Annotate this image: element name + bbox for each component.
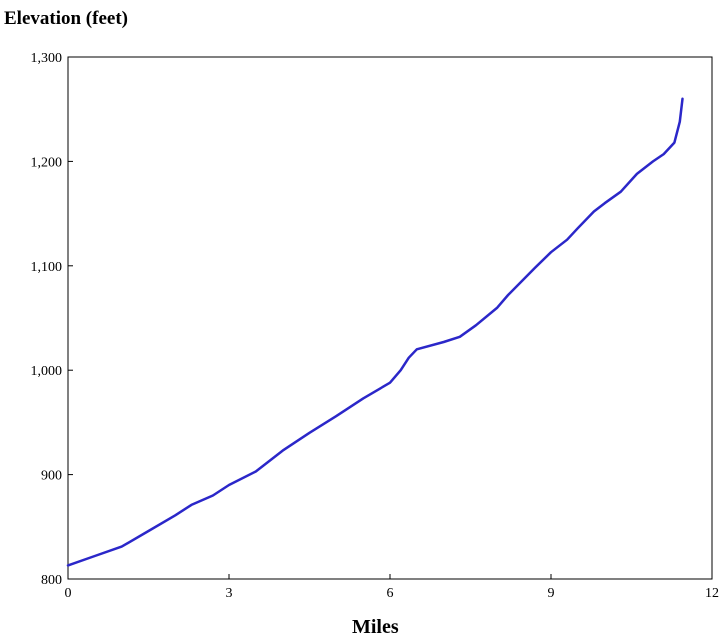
y-tick-label: 1,000 (31, 364, 63, 379)
axis-ticks: 800 900 1,000 1,100 1,200 1,300 0 3 6 9 12 (31, 51, 720, 601)
x-tick-label: 9 (548, 586, 555, 601)
y-tick-label: 1,200 (31, 155, 63, 170)
x-tick-label: 6 (387, 586, 394, 601)
elevation-series-line (66, 97, 684, 567)
y-tick-label: 1,300 (31, 51, 63, 66)
plot-area (67, 56, 713, 580)
x-tick-label: 12 (705, 586, 719, 601)
y-tick-label: 800 (41, 573, 62, 588)
x-tick-label: 3 (226, 586, 233, 601)
x-axis-title: Miles (352, 616, 399, 638)
y-tick-label: 900 (41, 469, 62, 484)
y-tick-label: 1,100 (31, 260, 63, 275)
y-axis-title: Elevation (feet) (4, 8, 128, 29)
x-tick-label: 0 (65, 586, 72, 601)
series-group (66, 97, 684, 567)
